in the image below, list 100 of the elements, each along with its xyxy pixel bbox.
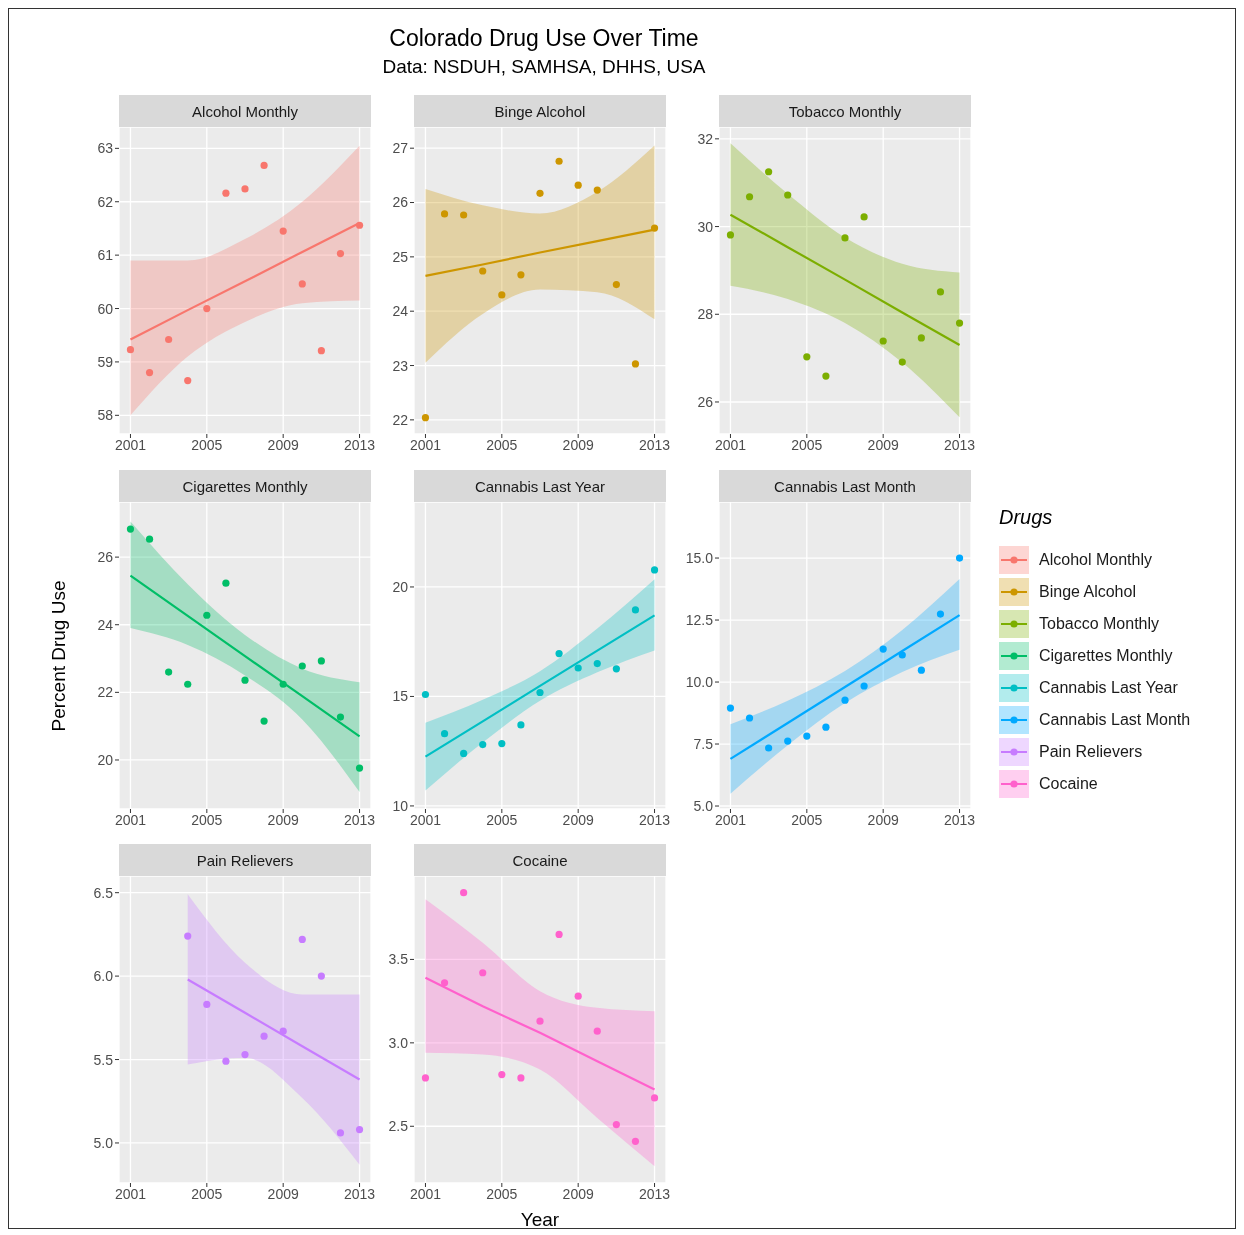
point	[184, 377, 192, 385]
point	[498, 739, 506, 748]
point	[917, 666, 925, 674]
point	[650, 1094, 659, 1102]
point	[479, 267, 487, 275]
legend-label: Alcohol Monthly	[1039, 551, 1152, 569]
point	[440, 979, 449, 987]
x-tick-label: 2013	[943, 436, 976, 453]
point	[612, 665, 620, 673]
y-tick-label: 32	[697, 130, 714, 147]
point	[555, 157, 563, 165]
x-tick-label: 2005	[191, 811, 223, 828]
point	[593, 1027, 601, 1035]
x-tick-label: 2013	[343, 436, 376, 453]
legend-label: Binge Alcohol	[1039, 583, 1136, 601]
x-tick-label: 2013	[638, 1185, 671, 1202]
point	[784, 191, 792, 199]
point	[898, 651, 906, 659]
chart-title: Binge Alcohol	[494, 102, 586, 120]
point	[460, 749, 468, 757]
point	[536, 189, 544, 197]
point	[260, 1032, 268, 1040]
y-tick-label: 6.5	[93, 884, 114, 901]
y-tick-label: 5.0	[93, 1134, 114, 1151]
point	[126, 525, 135, 533]
point	[498, 291, 506, 299]
chart-title: Cannabis Last Year	[474, 477, 606, 495]
y-tick-label: 26	[697, 393, 714, 410]
x-tick-label: 2001	[714, 436, 747, 453]
y-tick-label: 6.0	[93, 968, 114, 985]
point	[765, 744, 773, 752]
text: Colorado Drug Use Over Time	[388, 25, 700, 52]
x-tick-label: 2005	[191, 1185, 223, 1202]
point	[317, 972, 325, 980]
point	[936, 610, 945, 618]
point	[460, 211, 468, 219]
point	[841, 234, 849, 242]
point	[498, 1070, 506, 1079]
point	[631, 606, 640, 614]
point	[203, 611, 211, 619]
text: Data: NSDUH, SAMHSA, DHHS, USA	[381, 56, 707, 78]
point	[726, 704, 735, 712]
y-tick-label: 10.0	[685, 674, 714, 690]
x-tick-label: 2013	[943, 811, 976, 828]
point	[936, 288, 945, 296]
x-tick-label: 2005	[191, 436, 223, 453]
point	[745, 193, 754, 201]
y-tick-label: 23	[392, 357, 409, 374]
y-tick-label: 28	[697, 306, 714, 323]
x-tick-label: 2005	[486, 811, 518, 828]
y-tick-label: 5.0	[693, 797, 714, 814]
point	[421, 690, 430, 699]
point	[184, 932, 192, 940]
x-tick-label: 2009	[867, 436, 899, 453]
x-tick-label: 2013	[343, 1185, 376, 1202]
chart-title: Pain Relievers	[196, 851, 294, 869]
point	[260, 717, 268, 725]
point	[879, 645, 887, 653]
point	[631, 360, 640, 368]
point	[536, 688, 544, 697]
point	[355, 764, 364, 772]
y-tick-label: 10	[392, 797, 409, 814]
point	[279, 680, 287, 688]
point	[279, 227, 287, 235]
point	[317, 347, 325, 355]
y-tick-label: 24	[97, 616, 114, 633]
point	[593, 186, 601, 194]
point	[726, 231, 735, 239]
y-tick-label: 24	[392, 303, 409, 320]
point	[165, 668, 173, 676]
point	[955, 554, 964, 562]
x-tick-label: 2009	[562, 436, 594, 453]
point	[203, 304, 211, 313]
legend-label: Cocaine	[1039, 775, 1098, 793]
point	[145, 369, 154, 377]
point	[574, 992, 582, 1000]
x-tick-label: 2001	[114, 1185, 147, 1202]
point	[241, 1050, 249, 1059]
x-tick-label: 2005	[791, 436, 823, 453]
point	[612, 1121, 620, 1129]
chart-title: Tobacco Monthly	[788, 102, 902, 120]
legend-label: Tobacco Monthly	[1039, 615, 1160, 633]
point	[745, 714, 754, 722]
point	[336, 249, 345, 258]
point	[184, 680, 192, 688]
y-tick-label: 59	[97, 353, 114, 370]
y-tick-label: 61	[97, 247, 114, 264]
point	[822, 372, 830, 380]
x-tick-label: 2013	[638, 436, 671, 453]
point	[440, 210, 449, 218]
legend-label: Cannabis Last Month	[1039, 711, 1191, 729]
legend-label: Pain Relievers	[1039, 743, 1143, 761]
y-tick-label: 22	[97, 684, 114, 701]
point	[803, 353, 811, 361]
y-tick-label: 20	[97, 751, 114, 768]
y-tick-label: 5.5	[93, 1051, 114, 1068]
point	[336, 1129, 345, 1137]
point	[355, 221, 364, 229]
point	[460, 889, 468, 897]
x-tick-label: 2001	[409, 436, 442, 453]
